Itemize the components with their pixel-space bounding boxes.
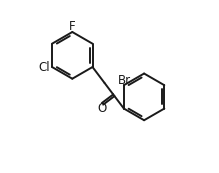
Text: Br: Br [118,74,131,86]
Text: Cl: Cl [38,61,49,74]
Text: F: F [69,20,76,33]
Text: O: O [97,102,106,115]
